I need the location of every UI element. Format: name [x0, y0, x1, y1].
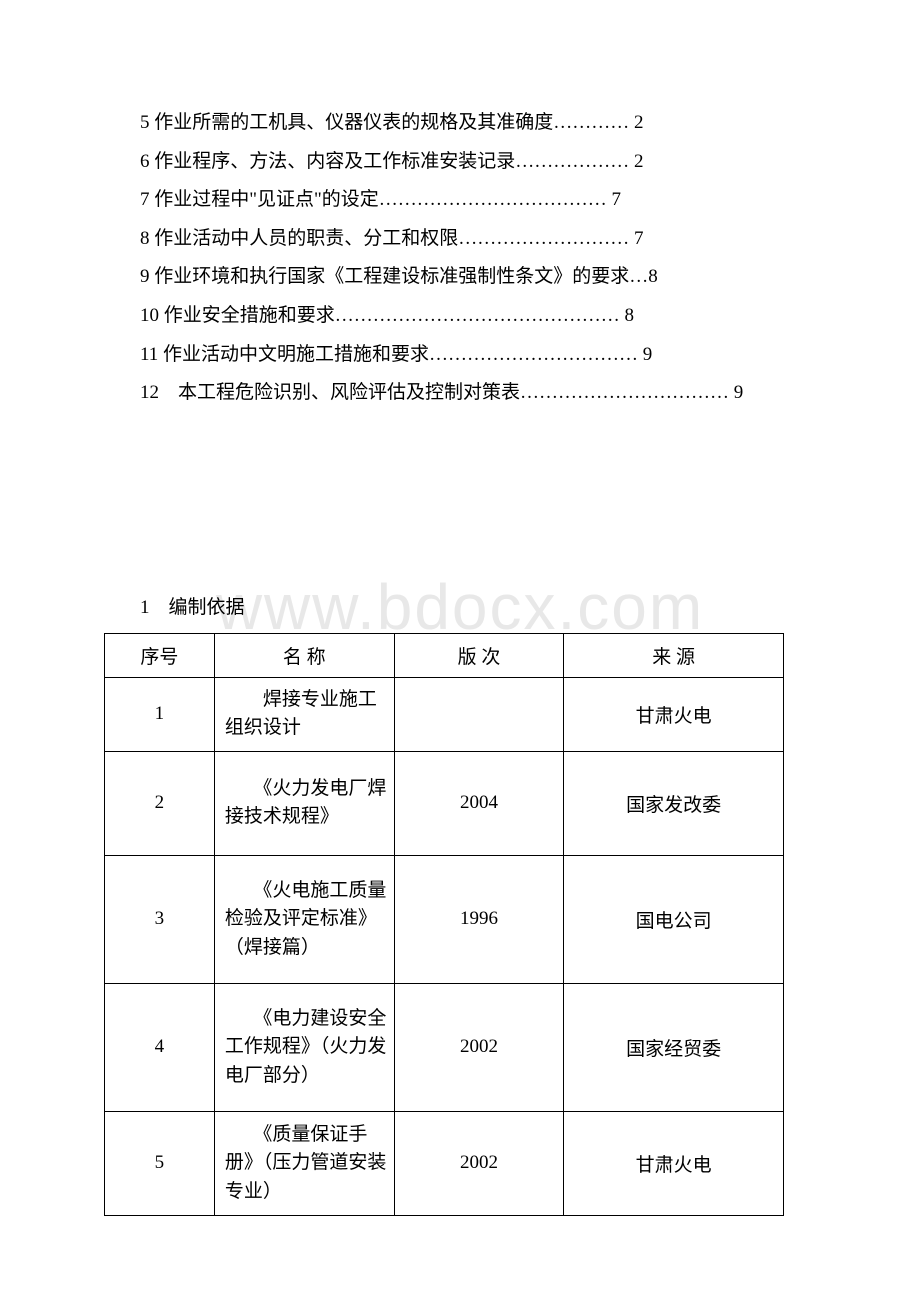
toc-item: 5 作业所需的工机具、仪器仪表的规格及其准确度………… 2	[140, 110, 780, 137]
cell-source: 国电公司	[564, 855, 784, 983]
cell-name: 《质量保证手册》（压力管道安装专业）	[214, 1111, 394, 1215]
cell-version: 2002	[394, 983, 564, 1111]
header-version: 版 次	[394, 633, 564, 677]
cell-seq: 5	[105, 1111, 215, 1215]
toc-item: 11 作业活动中文明施工措施和要求…………………………… 9	[140, 342, 780, 369]
cell-version: 2002	[394, 1111, 564, 1215]
cell-seq: 1	[105, 677, 215, 751]
toc-item: 6 作业程序、方法、内容及工作标准安装记录……………… 2	[140, 149, 780, 176]
table-row: 2 《火力发电厂焊接技术规程》2004国家发改委	[105, 751, 784, 855]
table-row: 3 《火电施工质量检验及评定标准》（焊接篇）1996国电公司	[105, 855, 784, 983]
toc-item: 8 作业活动中人员的职责、分工和权限……………………… 7	[140, 226, 780, 253]
cell-version	[394, 677, 564, 751]
section-heading: 1 编制依据	[140, 592, 780, 619]
cell-seq: 2	[105, 751, 215, 855]
cell-source: 甘肃火电	[564, 677, 784, 751]
cell-name: 《电力建设安全工作规程》（火力发电厂部分）	[214, 983, 394, 1111]
cell-seq: 3	[105, 855, 215, 983]
table-header-row: 序号 名 称 版 次 来 源	[105, 633, 784, 677]
toc-item: 7 作业过程中"见证点"的设定……………………………… 7	[140, 187, 780, 214]
toc-item: 9 作业环境和执行国家《工程建设标准强制性条文》的要求…8	[140, 264, 780, 291]
table-body: 1 焊接专业施工组织设计甘肃火电2 《火力发电厂焊接技术规程》2004国家发改委…	[105, 677, 784, 1215]
header-seq: 序号	[105, 633, 215, 677]
header-source: 来 源	[564, 633, 784, 677]
table-row: 1 焊接专业施工组织设计 甘肃火电	[105, 677, 784, 751]
cell-version: 1996	[394, 855, 564, 983]
cell-source: 国家经贸委	[564, 983, 784, 1111]
toc-item: 10 作业安全措施和要求……………………………………… 8	[140, 303, 780, 330]
header-name: 名 称	[214, 633, 394, 677]
reference-table: 序号 名 称 版 次 来 源 1 焊接专业施工组织设计甘肃火电2 《火力发电厂焊…	[104, 633, 784, 1216]
cell-name: 焊接专业施工组织设计	[214, 677, 394, 751]
table-row: 4 《电力建设安全工作规程》（火力发电厂部分）2002国家经贸委	[105, 983, 784, 1111]
cell-seq: 4	[105, 983, 215, 1111]
page-content: 5 作业所需的工机具、仪器仪表的规格及其准确度………… 2 6 作业程序、方法、…	[0, 0, 920, 1216]
table-row: 5 《质量保证手册》（压力管道安装专业）2002甘肃火电	[105, 1111, 784, 1215]
toc-list: 5 作业所需的工机具、仪器仪表的规格及其准确度………… 2 6 作业程序、方法、…	[140, 110, 780, 407]
cell-source: 国家发改委	[564, 751, 784, 855]
cell-source: 甘肃火电	[564, 1111, 784, 1215]
toc-item: 12 本工程危险识别、风险评估及控制对策表…………………………… 9	[140, 380, 780, 407]
cell-version: 2004	[394, 751, 564, 855]
cell-name: 《火力发电厂焊接技术规程》	[214, 751, 394, 855]
cell-name: 《火电施工质量检验及评定标准》（焊接篇）	[214, 855, 394, 983]
